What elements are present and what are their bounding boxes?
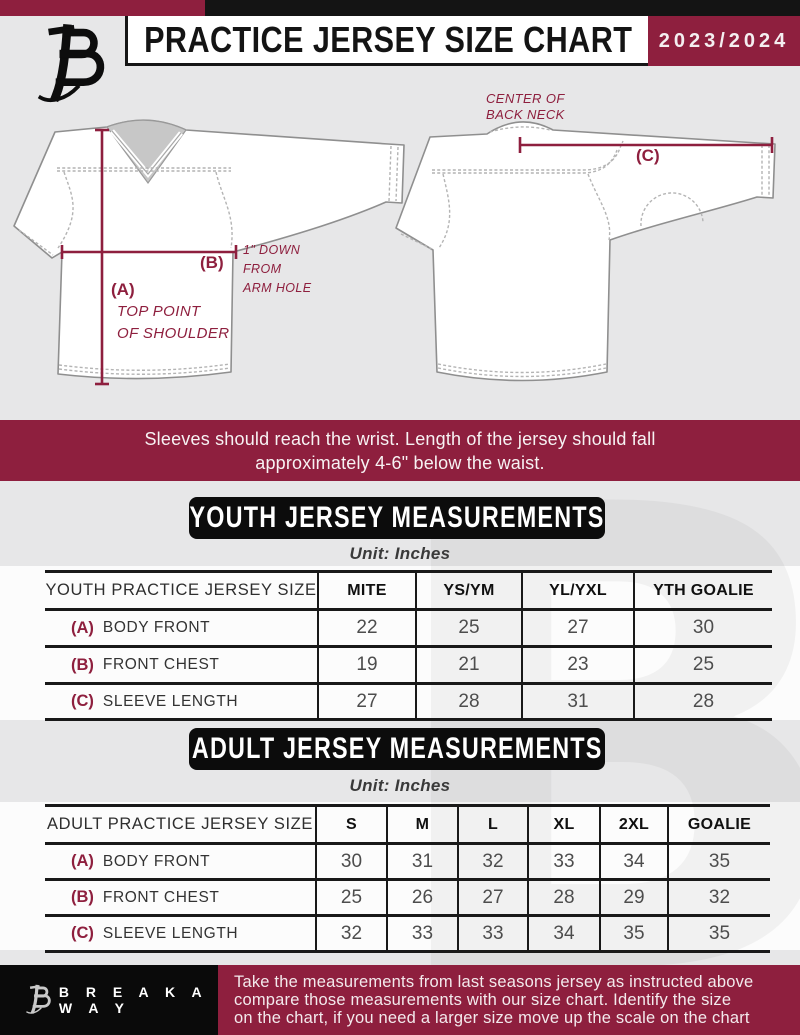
table-cell: 21 <box>415 648 521 685</box>
adult-header-xl: XL <box>527 807 599 845</box>
breakaway-logo-icon-footer <box>26 984 51 1014</box>
youth-row-front-chest: (B) FRONT CHEST <box>45 648 317 685</box>
table-cell: 34 <box>599 845 667 881</box>
youth-header-goalie: YTH GOALIE <box>633 573 772 611</box>
table-cell: 32 <box>315 917 386 953</box>
youth-unit-label: Unit: Inches <box>349 544 451 563</box>
table-cell: 29 <box>599 881 667 917</box>
youth-size-table: YOUTH PRACTICE JERSEY SIZE MITE YS/YM YL… <box>45 570 772 721</box>
adult-header-l: L <box>457 807 527 845</box>
table-cell: 34 <box>527 917 599 953</box>
table-cell: 25 <box>633 648 772 685</box>
adult-header-m: M <box>386 807 457 845</box>
fit-note-banner: Sleeves should reach the wrist. Length o… <box>0 420 800 481</box>
fit-note-line1: Sleeves should reach the wrist. Length o… <box>144 428 656 449</box>
back-jersey-outline <box>395 121 776 382</box>
table-cell: 33 <box>527 845 599 881</box>
adult-table-background <box>0 802 800 950</box>
table-cell: 27 <box>317 685 415 721</box>
table-cell: 23 <box>521 648 633 685</box>
arm-hole-label: 1" DOWN FROM ARM HOLE <box>243 243 312 295</box>
table-cell: 35 <box>667 845 770 881</box>
adult-row-sleeve-length: (C) SLEEVE LENGTH <box>45 917 315 953</box>
adult-size-table: ADULT PRACTICE JERSEY SIZE S M L XL 2XL … <box>45 804 770 953</box>
adult-header-s: S <box>315 807 386 845</box>
table-cell: 25 <box>315 881 386 917</box>
footer-note-panel: Take the measurements from last seasons … <box>218 965 800 1035</box>
table-cell: 28 <box>527 881 599 917</box>
front-measure-lines <box>60 128 238 386</box>
youth-header-mite: MITE <box>317 573 415 611</box>
adult-header-2xl: 2XL <box>599 807 667 845</box>
adult-unit-label: Unit: Inches <box>349 776 451 795</box>
front-jersey-outline <box>13 119 405 386</box>
table-cell: 35 <box>599 917 667 953</box>
table-cell: 28 <box>415 685 521 721</box>
adult-heading: ADULT JERSEY MEASUREMENTS <box>191 732 603 765</box>
jersey-diagrams <box>13 119 776 386</box>
adult-section-banner: ADULT JERSEY MEASUREMENTS <box>189 728 605 770</box>
footer-note-line3: on the chart, if you need a larger size … <box>234 1009 750 1027</box>
youth-section-banner: YOUTH JERSEY MEASUREMENTS <box>189 497 605 539</box>
table-cell: 32 <box>667 881 770 917</box>
page-title: PRACTICE JERSEY SIZE CHART <box>143 18 633 60</box>
measure-b-key: (B) <box>200 253 224 272</box>
youth-header-size: YOUTH PRACTICE JERSEY SIZE <box>45 573 317 611</box>
youth-header-ylyxl: YL/YXL <box>521 573 633 611</box>
back-measure-lines <box>518 137 774 153</box>
youth-row-body-front: (A) BODY FRONT <box>45 611 317 648</box>
top-black-strip <box>205 0 800 16</box>
adult-row-body-front: (A) BODY FRONT <box>45 845 315 881</box>
top-point-shoulder-label: TOP POINT OF SHOULDER <box>117 303 230 342</box>
fit-note-line2: approximately 4-6" below the waist. <box>255 452 545 473</box>
youth-heading: YOUTH JERSEY MEASUREMENTS <box>189 501 605 534</box>
center-back-neck-label: CENTER OF BACK NECK <box>486 91 565 122</box>
breakaway-logo-icon <box>37 24 105 103</box>
brand-wordmark: B R E A K A W A Y <box>58 984 208 1016</box>
adult-header-goalie: GOALIE <box>667 807 770 845</box>
table-cell: 27 <box>457 881 527 917</box>
table-cell: 35 <box>667 917 770 953</box>
table-cell: 26 <box>386 881 457 917</box>
table-cell: 30 <box>633 611 772 648</box>
table-cell: 32 <box>457 845 527 881</box>
season-box: 2023/2024 <box>648 16 800 66</box>
table-cell: 27 <box>521 611 633 648</box>
youth-table-background <box>0 566 800 720</box>
footer-brand-panel: B R E A K A W A Y <box>0 965 218 1035</box>
table-cell: 19 <box>317 648 415 685</box>
table-cell: 28 <box>633 685 772 721</box>
season-label: 2023/2024 <box>658 29 790 52</box>
top-maroon-strip <box>0 0 205 16</box>
table-cell: 31 <box>386 845 457 881</box>
adult-row-front-chest: (B) FRONT CHEST <box>45 881 315 917</box>
measure-c-key: (C) <box>636 146 660 165</box>
table-cell: 31 <box>521 685 633 721</box>
title-band: PRACTICE JERSEY SIZE CHART <box>125 16 648 66</box>
footer-note-line1: Take the measurements from last seasons … <box>234 973 754 991</box>
footer: B R E A K A W A Y Take the measurements … <box>0 965 800 1035</box>
youth-row-sleeve-length: (C) SLEEVE LENGTH <box>45 685 317 721</box>
table-cell: 30 <box>315 845 386 881</box>
footer-note-line2: compare those measurements with our size… <box>234 991 732 1009</box>
table-cell: 33 <box>386 917 457 953</box>
measure-a-key: (A) <box>111 280 135 299</box>
youth-header-ysym: YS/YM <box>415 573 521 611</box>
table-cell: 33 <box>457 917 527 953</box>
adult-header-size: ADULT PRACTICE JERSEY SIZE <box>45 807 315 845</box>
table-cell: 25 <box>415 611 521 648</box>
table-cell: 22 <box>317 611 415 648</box>
